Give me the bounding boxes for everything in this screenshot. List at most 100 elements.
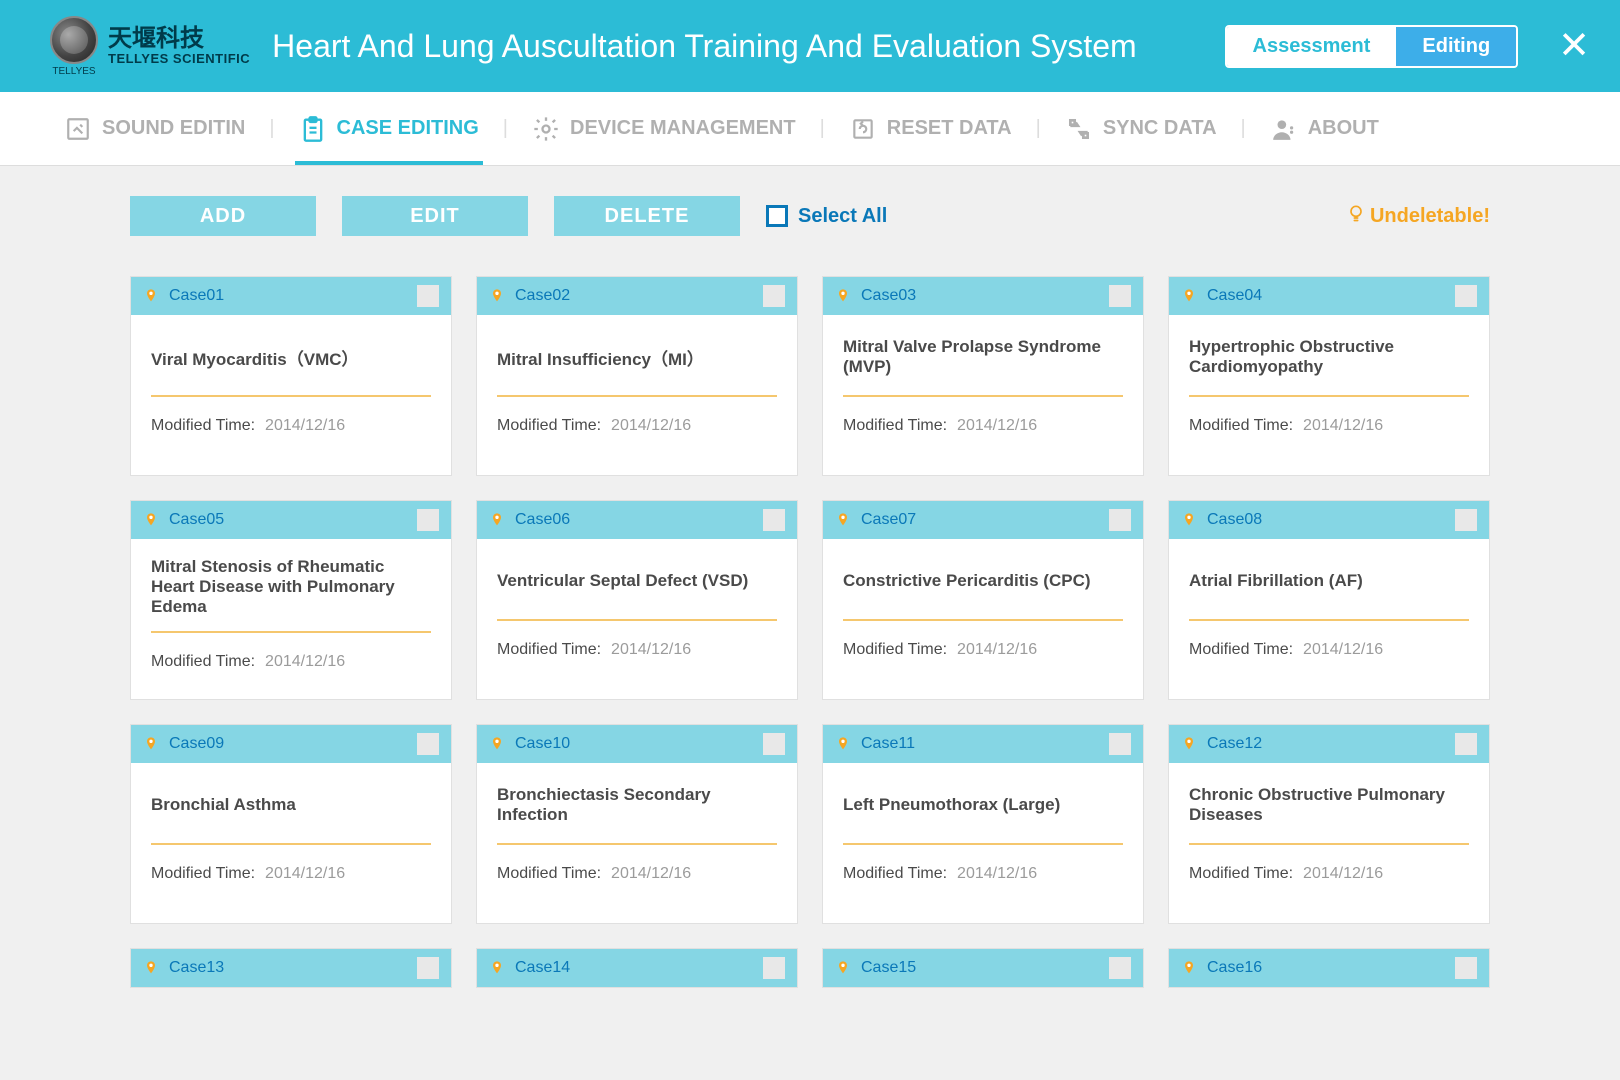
- case-checkbox[interactable]: [763, 285, 785, 307]
- case-title: Mitral Valve Prolapse Syndrome (MVP): [843, 333, 1123, 381]
- card-header: Case13: [131, 949, 451, 987]
- case-checkbox[interactable]: [1455, 733, 1477, 755]
- card-meta: Modified Time:2014/12/16: [843, 865, 1123, 883]
- case-card[interactable]: Case16: [1168, 948, 1490, 988]
- editing-mode-button[interactable]: Editing: [1396, 27, 1516, 66]
- modified-date: 2014/12/16: [1303, 641, 1383, 659]
- add-button[interactable]: ADD: [130, 196, 316, 236]
- case-checkbox[interactable]: [417, 733, 439, 755]
- card-header: Case09: [131, 725, 451, 763]
- case-card[interactable]: Case04 Hypertrophic Obstructive Cardiomyo…: [1168, 276, 1490, 476]
- case-title: Mitral Stenosis of Rheumatic Heart Disea…: [151, 557, 431, 617]
- case-id: Case08: [1207, 511, 1262, 529]
- case-id: Case05: [169, 511, 224, 529]
- edit-icon: [64, 115, 92, 143]
- card-header: Case01: [131, 277, 451, 315]
- modified-date: 2014/12/16: [265, 417, 345, 435]
- case-card[interactable]: Case10 Bronchiectasis Secondary Infection…: [476, 724, 798, 924]
- case-checkbox[interactable]: [1455, 957, 1477, 979]
- pin-icon: [143, 734, 159, 754]
- card-header: Case02: [477, 277, 797, 315]
- pin-icon: [143, 510, 159, 530]
- case-checkbox[interactable]: [763, 957, 785, 979]
- case-checkbox[interactable]: [1455, 509, 1477, 531]
- case-checkbox[interactable]: [763, 509, 785, 531]
- case-card[interactable]: Case09Bronchial AsthmaModified Time:2014…: [130, 724, 452, 924]
- nav-about[interactable]: ABOUT: [1246, 92, 1403, 165]
- card-header: Case10: [477, 725, 797, 763]
- case-id: Case13: [169, 959, 224, 977]
- case-card[interactable]: Case13: [130, 948, 452, 988]
- case-id: Case09: [169, 735, 224, 753]
- card-meta: Modified Time:2014/12/16: [843, 417, 1123, 435]
- logo: TELLYES 天堰科技 TELLYES SCIENTIFIC: [50, 16, 250, 77]
- case-card[interactable]: Case03Mitral Valve Prolapse Syndrome (MV…: [822, 276, 1144, 476]
- case-card[interactable]: Case05 Mitral Stenosis of Rheumatic Heart…: [130, 500, 452, 700]
- nav-case-editing[interactable]: CASE EDITING: [275, 92, 503, 165]
- case-card[interactable]: Case12Chronic Obstructive Pulmonary Dise…: [1168, 724, 1490, 924]
- card-body: Constrictive Pericarditis (CPC) Modified …: [823, 539, 1143, 699]
- card-meta: Modified Time:2014/12/16: [497, 417, 777, 435]
- card-divider: [843, 619, 1123, 621]
- app-header: TELLYES 天堰科技 TELLYES SCIENTIFIC Heart An…: [0, 0, 1620, 92]
- case-checkbox[interactable]: [1109, 733, 1131, 755]
- card-divider: [151, 843, 431, 845]
- case-card[interactable]: Case11 Left Pneumothorax (Large) Modified …: [822, 724, 1144, 924]
- nav-sync-data[interactable]: SYNC DATA: [1041, 92, 1241, 165]
- pin-icon: [835, 510, 851, 530]
- case-card[interactable]: Case14: [476, 948, 798, 988]
- case-card[interactable]: Case01Viral Myocarditis（VMC）Modified Tim…: [130, 276, 452, 476]
- logo-en: TELLYES SCIENTIFIC: [108, 52, 250, 66]
- case-checkbox[interactable]: [1109, 285, 1131, 307]
- nav-reset-data[interactable]: RESET DATA: [825, 92, 1036, 165]
- card-body: Mitral Valve Prolapse Syndrome (MVP) Modi…: [823, 315, 1143, 475]
- nav-device-management[interactable]: DEVICE MANAGEMENT: [508, 92, 820, 165]
- close-icon[interactable]: ✕: [1558, 27, 1590, 65]
- case-id: Case02: [515, 287, 570, 305]
- case-id: Case12: [1207, 735, 1262, 753]
- edit-button[interactable]: EDIT: [342, 196, 528, 236]
- case-title: Left Pneumothorax (Large): [843, 781, 1123, 829]
- card-divider: [151, 631, 431, 633]
- nav-sound-editing[interactable]: SOUND EDITIN: [40, 92, 269, 165]
- delete-button[interactable]: DELETE: [554, 196, 740, 236]
- case-card[interactable]: Case07Constrictive Pericarditis (CPC)Mod…: [822, 500, 1144, 700]
- case-id: Case10: [515, 735, 570, 753]
- card-body: Hypertrophic Obstructive CardiomyopathyM…: [1169, 315, 1489, 475]
- case-checkbox[interactable]: [417, 509, 439, 531]
- mode-toggle: Assessment Editing: [1225, 25, 1519, 68]
- pin-icon: [1181, 958, 1197, 978]
- nav-label: ABOUT: [1308, 117, 1379, 140]
- case-card[interactable]: Case02Mitral Insufficiency（MI）Modified T…: [476, 276, 798, 476]
- pin-icon: [1181, 734, 1197, 754]
- case-checkbox[interactable]: [1109, 957, 1131, 979]
- case-checkbox[interactable]: [763, 733, 785, 755]
- case-id: Case06: [515, 511, 570, 529]
- card-divider: [497, 843, 777, 845]
- case-checkbox[interactable]: [417, 957, 439, 979]
- modified-label: Modified Time:: [843, 641, 947, 659]
- logo-icon: [50, 16, 98, 64]
- card-header: Case14: [477, 949, 797, 987]
- case-card[interactable]: Case15: [822, 948, 1144, 988]
- card-header: Case11: [823, 725, 1143, 763]
- case-id: Case04: [1207, 287, 1262, 305]
- case-title: Viral Myocarditis（VMC）: [151, 333, 431, 381]
- modified-label: Modified Time:: [1189, 417, 1293, 435]
- case-checkbox[interactable]: [1109, 509, 1131, 531]
- case-card[interactable]: Case06Ventricular Septal Defect (VSD)Mod…: [476, 500, 798, 700]
- pin-icon: [835, 734, 851, 754]
- select-all-checkbox[interactable]: Select All: [766, 205, 887, 228]
- card-meta: Modified Time:2014/12/16: [151, 653, 431, 671]
- case-checkbox[interactable]: [1455, 285, 1477, 307]
- assessment-mode-button[interactable]: Assessment: [1227, 27, 1397, 66]
- case-card[interactable]: Case08Atrial Fibrillation (AF)Modified T…: [1168, 500, 1490, 700]
- reset-icon: [849, 115, 877, 143]
- clipboard-icon: [299, 115, 327, 143]
- modified-date: 2014/12/16: [957, 417, 1037, 435]
- case-title: Constrictive Pericarditis (CPC): [843, 557, 1123, 605]
- card-body: Mitral Stenosis of Rheumatic Heart Disea…: [131, 539, 451, 699]
- case-checkbox[interactable]: [417, 285, 439, 307]
- card-meta: Modified Time:2014/12/16: [497, 865, 777, 883]
- case-title: Bronchiectasis Secondary Infection: [497, 781, 777, 829]
